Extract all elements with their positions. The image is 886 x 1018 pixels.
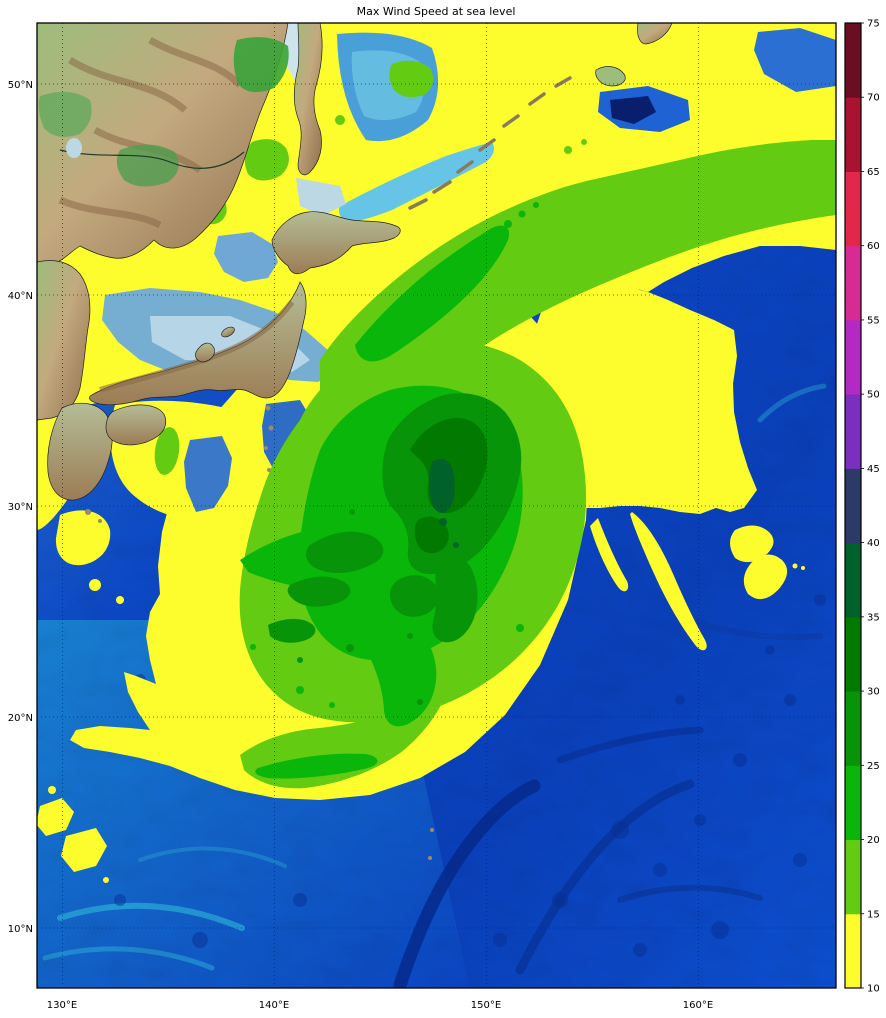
shallow-north-hokkaido xyxy=(296,178,346,216)
colorbar-segment xyxy=(845,171,861,247)
colorbar-tick-label: 35 xyxy=(867,612,880,623)
y-axis-labels: 50°N 40°N 30°N 20°N 10°N xyxy=(8,80,33,935)
land-hokkaido xyxy=(271,211,401,275)
colorbar-tick-label: 15 xyxy=(867,909,880,920)
colorbar-segments xyxy=(845,23,861,989)
colorbar-tick-label: 70 xyxy=(867,93,880,104)
y-tick-label: 30°N xyxy=(8,502,33,513)
colorbar-segment xyxy=(845,394,861,469)
map-border xyxy=(36,22,837,989)
x-tick-label: 150°E xyxy=(471,1000,501,1011)
colorbar-tick-label: 20 xyxy=(867,835,880,846)
x-axis-labels: 130°E 140°E 150°E 160°E xyxy=(47,1000,713,1011)
lake xyxy=(66,138,82,158)
colorbar-tick-label: 55 xyxy=(867,315,880,326)
colorbar-tick-label: 30 xyxy=(867,687,880,698)
corner-hole xyxy=(754,28,836,92)
colorbar-segment xyxy=(845,913,861,989)
colorbar-tick-label: 45 xyxy=(867,464,880,475)
kuril-shelf-hole xyxy=(338,142,494,222)
hokkaido-west-hole xyxy=(214,232,278,282)
kuril-islands xyxy=(408,76,572,210)
deep-hole-navy xyxy=(610,96,656,124)
colorbar-segment xyxy=(845,23,861,98)
amur-river xyxy=(59,149,245,169)
colorbar-tick-label: 40 xyxy=(867,538,880,549)
colorbar-segment xyxy=(845,97,861,172)
land-sado xyxy=(221,326,235,338)
colorbar-segment xyxy=(845,468,861,544)
colorbar-tick-label: 25 xyxy=(867,761,880,772)
colorbar-ticks xyxy=(861,22,864,989)
land-kamchatka-tip xyxy=(637,23,673,45)
honshu-mountains xyxy=(99,300,295,393)
colorbar-segment xyxy=(845,319,861,395)
land-kyushu xyxy=(47,402,113,501)
colorbar-segment xyxy=(845,765,861,841)
colorbar: 10 15 20 25 30 35 40 45 50 55 60 65 70 75 xyxy=(844,19,880,995)
land-shikoku xyxy=(105,404,167,446)
land-noto xyxy=(195,342,215,363)
colorbar-tick-label: 60 xyxy=(867,241,880,252)
mainland-texture xyxy=(38,36,289,229)
colorbar-segment xyxy=(845,691,861,766)
colorbar-segment xyxy=(845,542,861,618)
chart-title: Max Wind Speed at sea level xyxy=(357,5,516,18)
colorbar-segment xyxy=(845,245,861,321)
colorbar-segment xyxy=(845,616,861,692)
graticule xyxy=(37,23,836,988)
land-kamchatka-cape xyxy=(595,66,626,87)
x-tick-label: 140°E xyxy=(259,1000,289,1011)
y-tick-label: 10°N xyxy=(8,924,33,935)
y-tick-label: 20°N xyxy=(8,713,33,724)
shikoku-basin-hole-west xyxy=(184,436,232,512)
colorbar-tick-label: 10 xyxy=(867,984,880,995)
colorbar-labels: 10 15 20 25 30 35 40 45 50 55 60 65 70 75 xyxy=(867,19,880,995)
colorbar-tick-label: 75 xyxy=(867,19,880,30)
y-tick-label: 40°N xyxy=(8,291,33,302)
colorbar-tick-label: 65 xyxy=(867,167,880,178)
wind-band-35-40 xyxy=(429,458,459,548)
y-tick-label: 50°N xyxy=(8,80,33,91)
colorbar-border xyxy=(844,22,862,989)
x-tick-label: 160°E xyxy=(683,1000,713,1011)
izu-ogasawara-islands xyxy=(85,405,434,860)
land-sakhalin xyxy=(293,23,323,176)
x-tick-label: 130°E xyxy=(47,1000,77,1011)
colorbar-segment xyxy=(845,839,861,915)
colorbar-tick-label: 50 xyxy=(867,390,880,401)
